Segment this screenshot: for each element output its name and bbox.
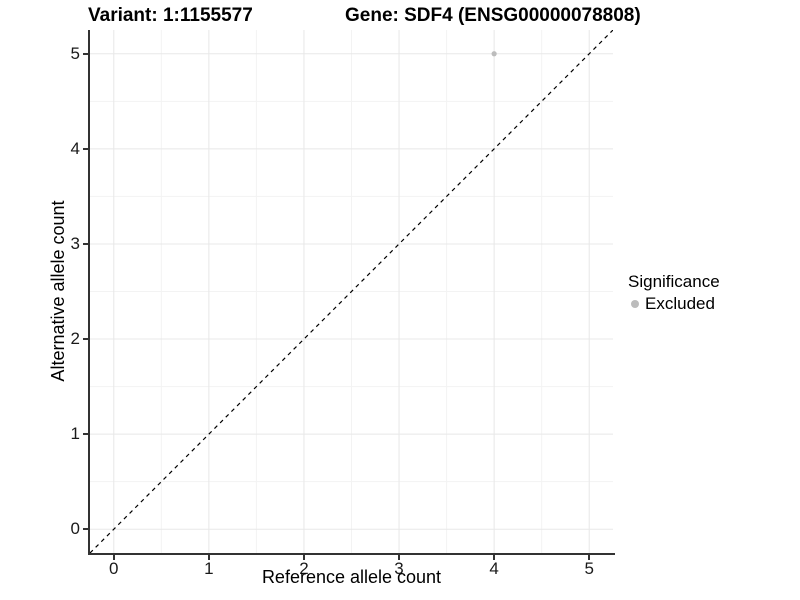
x-tick-label: 3 xyxy=(394,559,404,578)
plot-panel xyxy=(90,30,613,553)
x-tick-label: 4 xyxy=(489,559,499,578)
y-tick-label: 5 xyxy=(70,43,80,63)
legend: Significance Excluded xyxy=(628,272,720,314)
identity-line xyxy=(90,30,613,553)
y-tick-mark xyxy=(83,148,88,150)
x-tick-mark xyxy=(208,555,210,560)
legend-title: Significance xyxy=(628,272,720,291)
y-tick-mark xyxy=(83,53,88,55)
y-tick-label: 4 xyxy=(70,138,80,158)
legend-item-label: Excluded xyxy=(645,294,715,313)
data-point-excluded xyxy=(491,51,497,57)
x-tick-label: 5 xyxy=(584,559,594,578)
x-axis-title: Reference allele count xyxy=(261,567,442,587)
x-tick-label: 1 xyxy=(204,559,214,578)
x-tick-mark xyxy=(113,555,115,560)
y-tick-label: 3 xyxy=(70,233,80,253)
excluded-point-icon xyxy=(631,300,639,308)
x-tick-mark xyxy=(588,555,590,560)
legend-item-excluded: Excluded xyxy=(628,294,720,314)
variant-title: Variant: 1:1155577 xyxy=(88,5,253,26)
y-tick-mark xyxy=(83,528,88,530)
x-tick-label: 2 xyxy=(299,559,309,578)
y-tick-label: 0 xyxy=(70,519,80,539)
x-tick-mark xyxy=(303,555,305,560)
y-axis-title: Alternative allele count xyxy=(48,200,68,382)
plot-canvas xyxy=(90,30,613,553)
y-tick-label: 2 xyxy=(70,329,80,349)
y-tick-mark xyxy=(83,243,88,245)
y-axis-line xyxy=(88,30,90,555)
y-tick-label: 1 xyxy=(70,424,80,444)
gene-title: Gene: SDF4 (ENSG00000078808) xyxy=(345,5,641,26)
y-tick-mark xyxy=(83,433,88,435)
y-tick-mark xyxy=(83,338,88,340)
x-tick-mark xyxy=(493,555,495,560)
x-tick-mark xyxy=(398,555,400,560)
x-axis-line xyxy=(88,553,615,555)
x-tick-label: 0 xyxy=(109,559,119,578)
